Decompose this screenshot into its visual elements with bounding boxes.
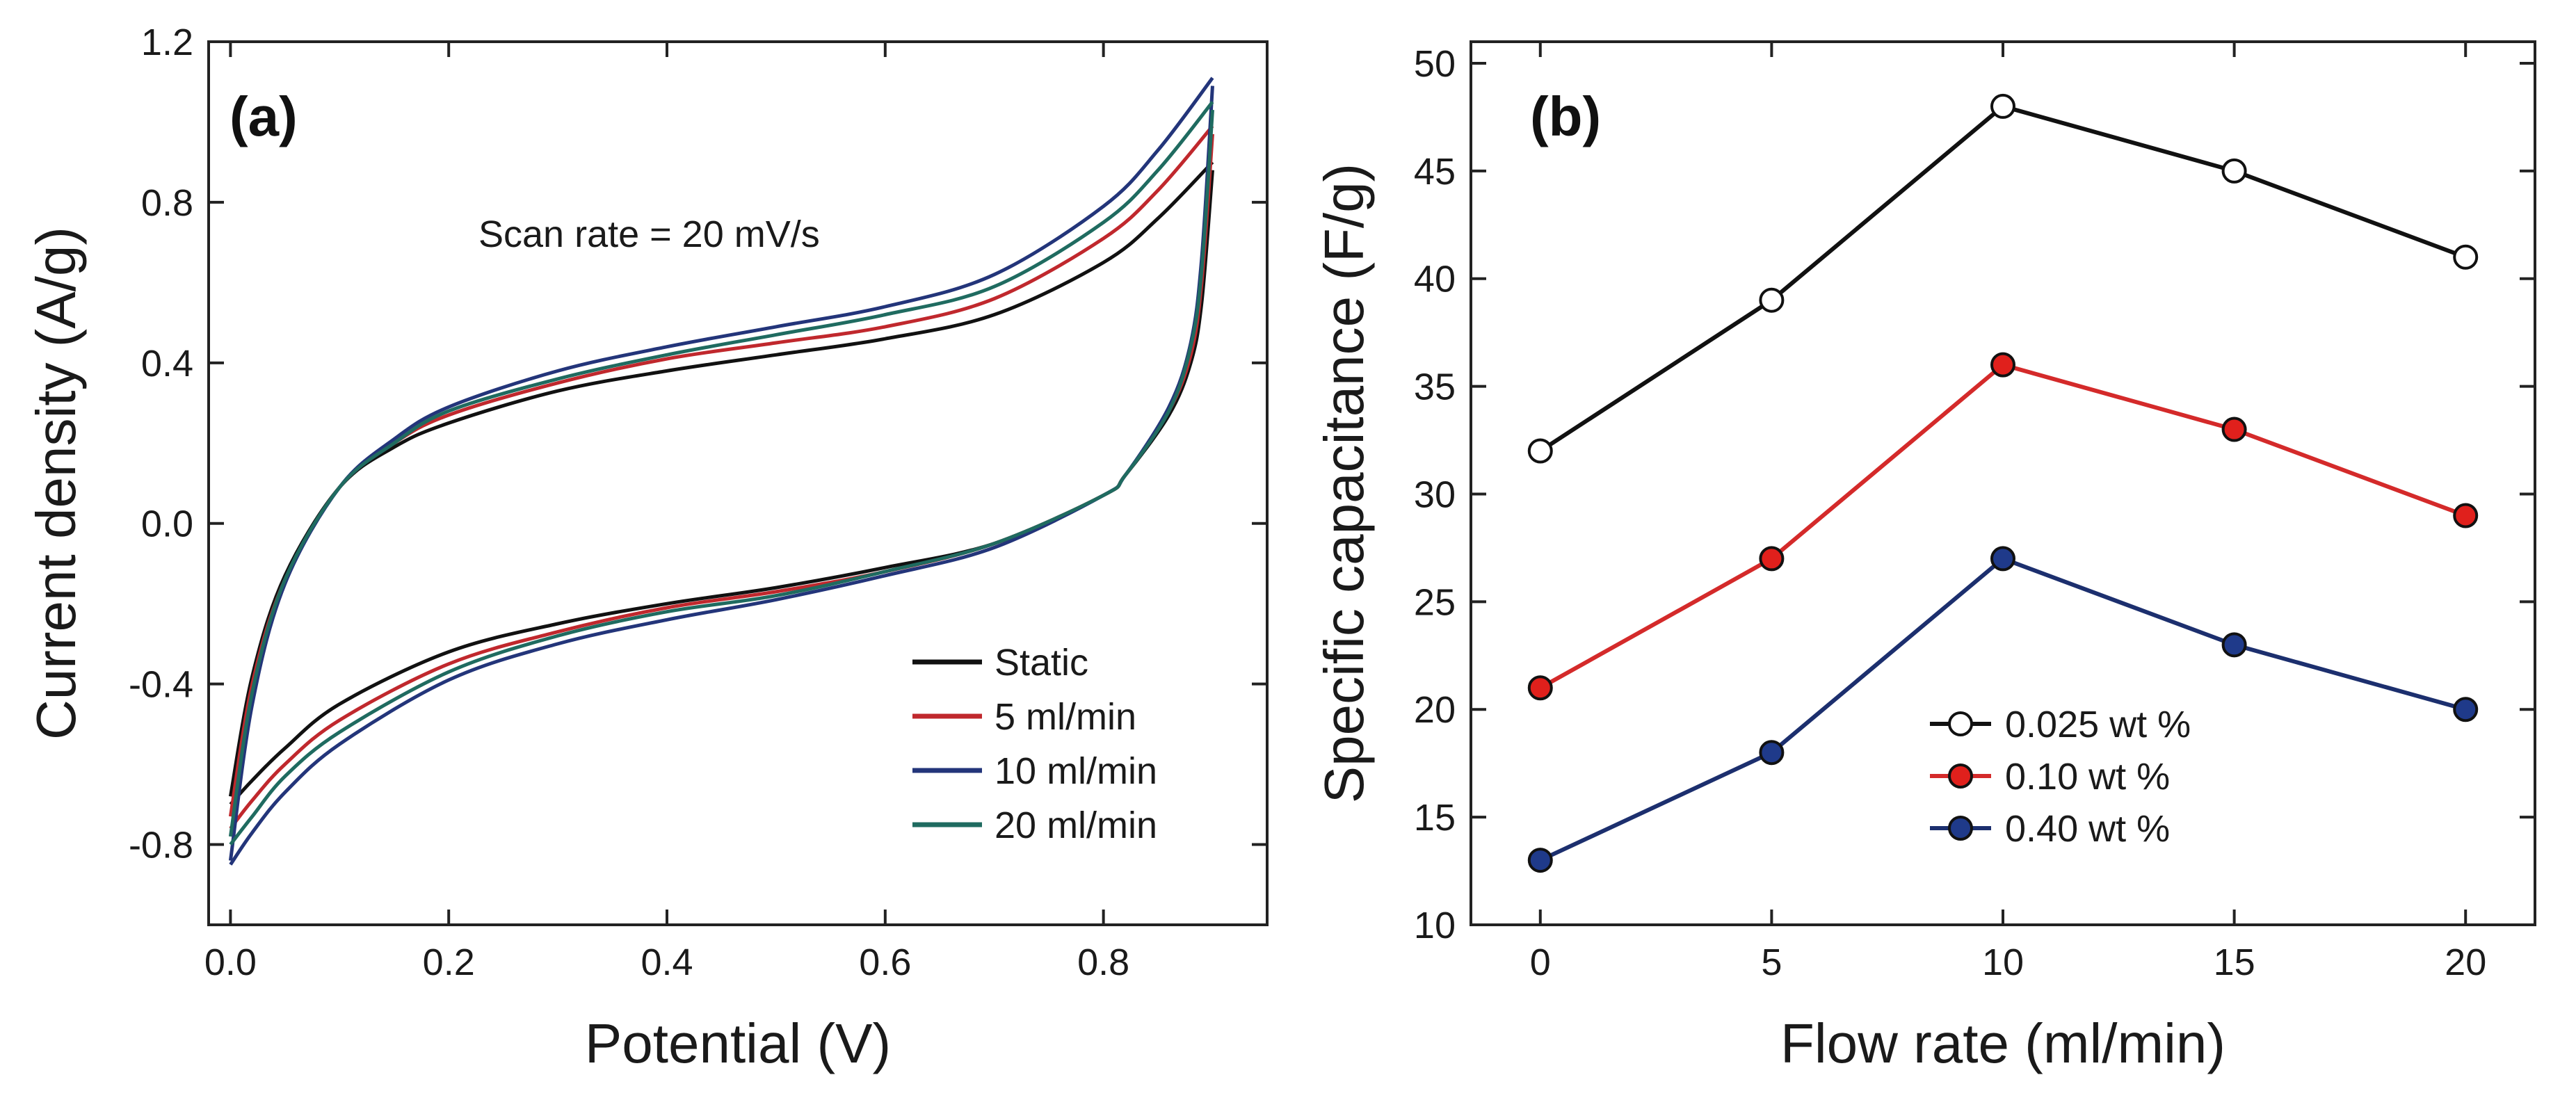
y-tick-label: 0.4 [141,343,193,385]
data-point [1990,546,2015,572]
y-tick-label: 25 [1414,581,1456,623]
panel-b-label: (b) [1530,86,1601,147]
legend-marker [1948,711,1973,736]
panel-b-x-axis-title: Flow rate (ml/min) [1780,1012,2225,1074]
legend-label: 5 ml/min [995,696,1136,738]
series-line [1539,362,2467,690]
legend-label: 0.10 wt % [2005,756,2170,798]
legend-label: 0.025 wt % [2005,704,2191,745]
data-point [1527,438,1553,464]
x-tick-label: 0 [1530,942,1551,983]
data-point [1759,740,1785,766]
x-tick-label: 0.2 [423,942,475,983]
cv-curve-lower-static [229,170,1214,806]
y-tick-label: 30 [1414,474,1456,515]
panel-a-cv-chart: 0.0 0.2 0.4 0.6 0.8-0.8-0.40.00.40.81.2 (a) … [25,22,1269,1074]
x-tick-label: 0.0 [204,942,257,983]
scan-rate-annotation: Scan rate = 20 mV/s [478,213,820,255]
x-tick-label: 0.4 [641,942,693,983]
y-tick-label: 1.2 [141,22,193,63]
x-tick-label: 5 [1761,942,1782,983]
data-point [2453,697,2479,722]
y-tick-label: -0.8 [129,825,193,866]
data-point [2453,244,2479,270]
data-point [1527,675,1553,701]
series-line [1539,556,2467,862]
data-point [1759,546,1785,572]
panel-b-capacitance-chart: 0 5 10 15 20 10 15 20 25 30 35 40 45 50 (b) Flow rate… [1313,40,2536,1074]
legend-label: 0.40 wt % [2005,808,2170,850]
y-tick-label: 45 [1414,151,1456,193]
data-point [1759,287,1785,313]
panel-a-legend: Static 5 ml/min 10 ml/min 20 ml/min [912,642,1157,846]
series-line [1539,104,2467,453]
x-tick-label: 0.6 [859,942,911,983]
cv-curve-upper-20-ml-min [228,101,1214,837]
legend-label: 20 ml/min [995,805,1157,846]
data-point [1527,848,1553,873]
y-tick-label: 20 [1414,689,1456,731]
data-point [2453,503,2479,528]
data-point [1990,93,2015,119]
x-tick-label: 0.8 [1077,942,1129,983]
legend-label: 10 ml/min [995,750,1157,792]
legend-marker [1948,816,1973,841]
panel-a-x-axis-title: Potential (V) [585,1012,891,1074]
cv-curve-lower-10-ml-min [229,86,1214,866]
cv-curve-lower-20-ml-min [229,109,1214,846]
data-point [2221,158,2247,184]
y-tick-label: 10 [1414,905,1456,946]
legend-label: Static [995,642,1088,684]
cv-curve-upper-10-ml-min [228,76,1214,861]
data-point [2221,632,2247,658]
data-point [2221,417,2247,442]
panel-b-legend: 0.025 wt % 0.10 wt % 0.40 wt % [1930,704,2191,850]
y-tick-label: 35 [1414,366,1456,408]
y-tick-label: 15 [1414,797,1456,839]
panel-a-label: (a) [230,86,298,147]
y-tick-label: 50 [1414,43,1456,85]
y-tick-label: 0.8 [141,182,193,224]
x-tick-label: 10 [1982,942,2024,983]
y-tick-label: 40 [1414,259,1456,300]
panel-a-plot-frame [207,40,1269,926]
x-tick-label: 15 [2214,942,2255,983]
y-tick-label: -0.4 [129,664,193,706]
panel-b-y-axis-title: Specific capacitance (F/g) [1313,163,1375,803]
x-tick-label: 20 [2445,942,2486,983]
y-tick-label: 0.0 [141,503,193,545]
legend-marker [1948,763,1973,789]
data-point [1990,352,2015,378]
panel-a-y-axis-title: Current density (A/g) [25,227,87,740]
